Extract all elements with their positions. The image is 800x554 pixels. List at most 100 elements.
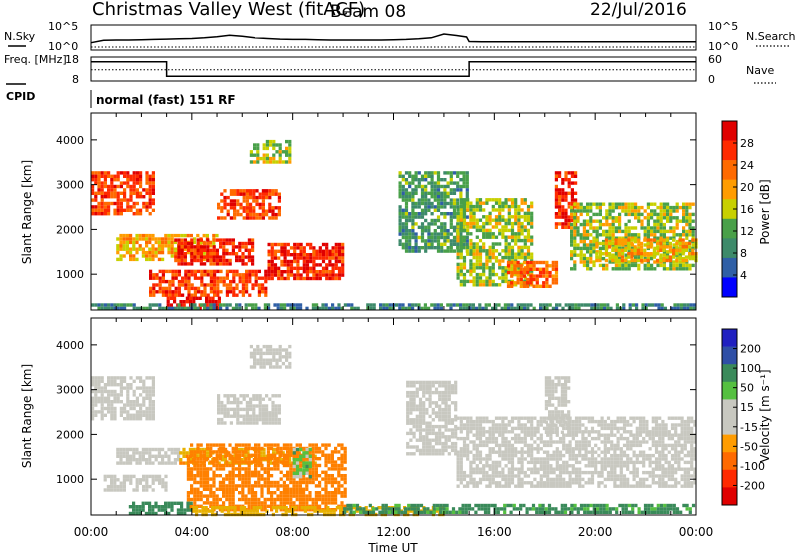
heatmap-cell	[154, 250, 158, 255]
heatmap-cell	[604, 252, 608, 256]
heatmap-cell	[526, 245, 531, 250]
heatmap-cell	[293, 249, 297, 253]
heatmap-cell	[266, 450, 270, 454]
heatmap-cell	[608, 252, 612, 256]
heatmap-cell	[299, 306, 303, 311]
heatmap-cell	[256, 156, 260, 161]
heatmap-cell	[215, 501, 219, 505]
heatmap-cell	[561, 212, 565, 216]
heatmap-cell	[110, 478, 114, 482]
heatmap-cell	[475, 204, 479, 209]
heatmap-cell	[273, 491, 277, 495]
heatmap-cell	[498, 259, 502, 263]
heatmap-cell	[248, 276, 252, 280]
heatmap-cell	[270, 497, 274, 502]
heatmap-cell	[406, 431, 410, 436]
heatmap-cell	[586, 263, 590, 268]
heatmap-cell	[672, 246, 676, 251]
heatmap-cell	[135, 505, 139, 509]
heatmap-cell	[670, 306, 674, 311]
heatmap-cell	[449, 171, 453, 175]
heatmap-cell	[646, 226, 650, 230]
heatmap-cell	[652, 238, 656, 242]
heatmap-cell	[233, 206, 237, 210]
heatmap-cell	[678, 241, 682, 246]
heatmap-cell	[275, 365, 279, 369]
heatmap-cell	[270, 443, 274, 447]
heatmap-cell	[295, 508, 299, 512]
heatmap-cell	[270, 453, 274, 457]
heatmap-cell	[678, 260, 682, 264]
heatmap-cell	[573, 263, 577, 268]
heatmap-cell	[388, 306, 392, 311]
heatmap-cell	[129, 458, 133, 462]
heatmap-cell	[288, 355, 292, 359]
heatmap-cell	[272, 160, 276, 164]
heatmap-cell	[247, 463, 251, 468]
heatmap-cell	[491, 262, 495, 267]
heatmap-cell	[132, 451, 136, 455]
heatmap-cell	[459, 171, 463, 175]
heatmap-cell	[469, 262, 473, 267]
heatmap-cell	[151, 247, 155, 251]
heatmap-cell	[94, 171, 98, 175]
heatmap-cell	[236, 199, 240, 203]
heatmap-cell	[186, 463, 190, 468]
heatmap-cell	[446, 181, 450, 185]
heatmap-cell	[231, 474, 235, 478]
heatmap-cell	[646, 222, 650, 227]
heatmap-cell	[408, 195, 412, 199]
heatmap-cell	[173, 296, 177, 300]
heatmap-cell	[456, 252, 460, 256]
heatmap-cell	[255, 189, 259, 193]
heatmap-cell	[545, 277, 549, 282]
heatmap-cell	[247, 470, 251, 474]
heatmap-cell	[404, 239, 409, 243]
heatmap-cell	[193, 474, 197, 478]
heatmap-cell	[672, 238, 676, 242]
heatmap-cell	[466, 204, 470, 209]
heatmap-cell	[220, 506, 224, 510]
heatmap-cell	[678, 263, 682, 268]
heatmap-cell	[228, 443, 232, 447]
heatmap-cell	[151, 191, 155, 195]
heatmap-cell	[341, 273, 345, 277]
heatmap-cell	[217, 421, 221, 425]
heatmap-cell	[241, 443, 245, 447]
heatmap-cell	[554, 201, 558, 206]
heatmap-cell	[430, 218, 434, 223]
heatmap-cell	[449, 246, 453, 250]
heatmap-cell	[274, 407, 278, 412]
heatmap-cell	[257, 306, 261, 311]
colorbar-segment	[722, 140, 737, 161]
heatmap-cell	[567, 184, 571, 189]
heatmap-cell	[501, 266, 505, 270]
heatmap-cell	[611, 236, 615, 240]
heatmap-cell	[324, 480, 328, 485]
heatmap-cell	[231, 238, 235, 242]
heatmap-cell	[241, 286, 245, 291]
heatmap-cell	[257, 269, 261, 274]
heatmap-cell	[409, 404, 413, 408]
heatmap-cell	[289, 273, 294, 277]
heatmap-cell	[283, 306, 287, 311]
heatmap-cell	[255, 216, 259, 220]
heatmap-cell	[273, 242, 278, 247]
heatmap-cell	[249, 397, 253, 401]
heatmap-cell	[132, 205, 136, 209]
heatmap-cell	[494, 259, 499, 263]
heatmap-cell	[526, 260, 530, 265]
heatmap-cell	[186, 501, 190, 505]
heatmap-cell	[196, 255, 200, 259]
heatmap-cell	[398, 171, 402, 175]
heatmap-cell	[475, 201, 479, 205]
heatmap-cell	[478, 245, 483, 250]
heatmap-cell	[154, 505, 158, 509]
heatmap-cell	[414, 184, 418, 189]
heatmap-cell	[288, 461, 292, 465]
heatmap-cell	[91, 191, 95, 195]
heatmap-cell	[132, 454, 136, 458]
heatmap-cell	[225, 453, 229, 457]
heatmap-cell	[417, 184, 421, 189]
heatmap-cell	[248, 279, 252, 284]
